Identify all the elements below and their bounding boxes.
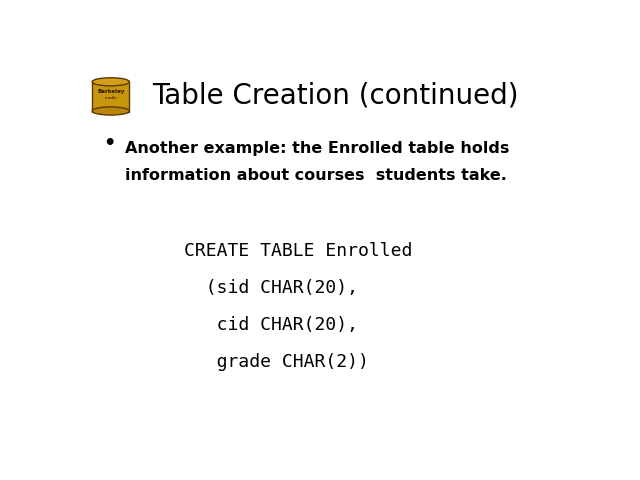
Text: cradle: cradle [104, 96, 117, 100]
Text: CREATE TABLE Enrolled: CREATE TABLE Enrolled [184, 242, 413, 261]
Text: Berkeley: Berkeley [97, 89, 125, 95]
Text: Another example: the Enrolled table holds: Another example: the Enrolled table hold… [125, 141, 509, 156]
Text: (sid CHAR(20),: (sid CHAR(20), [184, 279, 358, 298]
Bar [92, 81, 129, 112]
Ellipse shape [92, 78, 129, 86]
Text: cid CHAR(20),: cid CHAR(20), [184, 316, 358, 335]
Ellipse shape [92, 107, 129, 115]
Text: information about courses  students take.: information about courses students take. [125, 168, 506, 183]
Text: grade CHAR(2)): grade CHAR(2)) [184, 353, 369, 372]
Text: Table Creation (continued): Table Creation (continued) [152, 82, 518, 109]
Text: •: • [104, 134, 116, 153]
